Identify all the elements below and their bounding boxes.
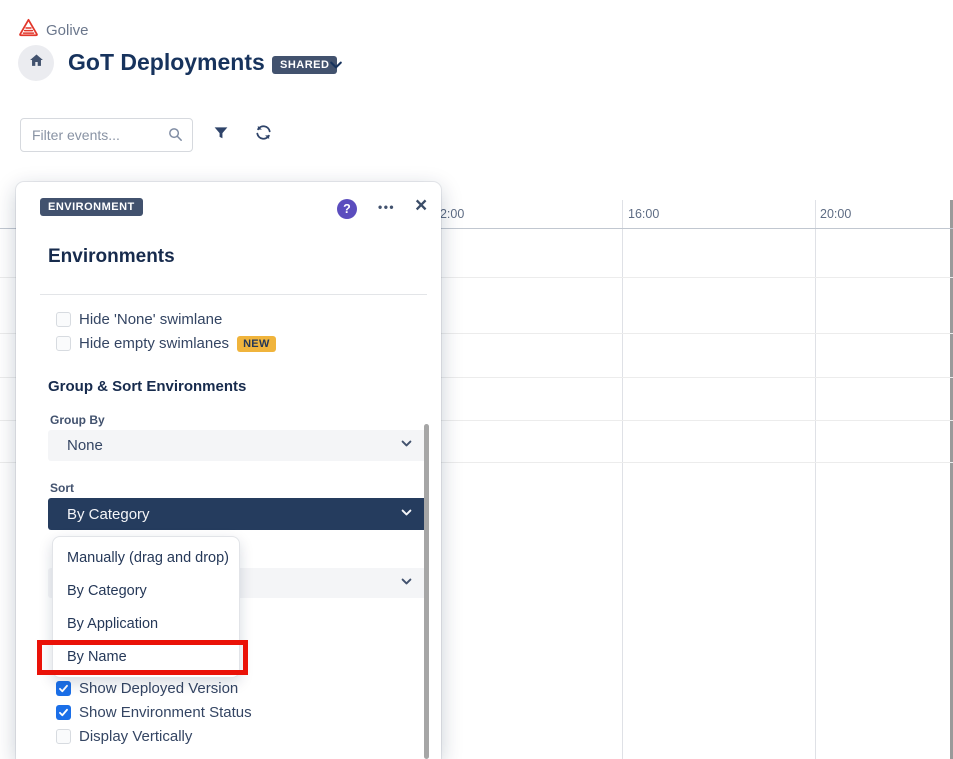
time-label: 20:00 [820,207,852,221]
golive-logo-icon [18,17,39,43]
timeline-header-border [0,228,953,229]
checkbox-show-environment-status[interactable]: Show Environment Status [56,704,252,721]
refresh-button[interactable] [250,121,276,147]
sort-select[interactable]: By Category [48,498,427,530]
golive-brand-link[interactable]: Golive [18,17,89,43]
filter-events-field [20,118,193,152]
timeline-column-line [622,200,623,759]
environment-type-badge: ENVIRONMENT [40,198,143,216]
timeline-row-line [0,377,953,378]
checkbox-unchecked[interactable] [56,312,71,327]
help-icon[interactable]: ? [337,199,357,219]
timeline-row-line [0,420,953,421]
sort-dropdown-menu: Manually (drag and drop) By Category By … [52,536,240,678]
chevron-down-icon [400,575,413,592]
filter-funnel-icon [212,124,230,145]
checkbox-label: Show Environment Status [79,704,252,721]
filter-button[interactable] [208,121,234,147]
new-badge: NEW [237,336,276,352]
checkbox-show-deployed-version[interactable]: Show Deployed Version [56,680,238,697]
checkbox-display-vertically[interactable]: Display Vertically [56,728,192,745]
filter-events-input[interactable] [20,118,193,152]
divider [40,294,427,295]
checkbox-label: Display Vertically [79,728,193,745]
chevron-down-icon [400,437,413,454]
checkbox-label: Hide 'None' swimlane [79,311,223,328]
checkbox-label: Hide empty swimlanes NEW [79,335,276,352]
group-by-select[interactable]: None [48,430,427,461]
menu-item-by-category[interactable]: By Category [67,582,147,599]
home-icon [28,52,45,74]
timeline-column-line [815,200,816,759]
checkbox-hide-empty-swimlanes[interactable]: Hide empty swimlanes NEW [56,335,276,352]
checkbox-checked[interactable] [56,681,71,696]
menu-item-by-name[interactable]: By Name [67,648,127,665]
page-title: GoT Deployments [68,49,265,75]
checkbox-label: Show Deployed Version [79,680,239,697]
checkbox-hide-none-swimlane[interactable]: Hide 'None' swimlane [56,311,222,328]
time-label: 16:00 [628,207,660,221]
title-chevron-down-icon[interactable] [328,57,344,78]
group-by-value: None [67,437,103,454]
sort-value: By Category [67,505,150,523]
timeline-row-line [0,333,953,334]
checkbox-checked[interactable] [56,705,71,720]
timeline-right-scrollbar[interactable] [950,200,953,759]
sort-label: Sort [50,481,74,495]
chevron-down-icon [400,506,413,523]
close-icon[interactable]: × [415,194,428,217]
brand-name: Golive [46,21,89,39]
section-title-group-sort: Group & Sort Environments [48,378,247,395]
more-options-icon[interactable]: ••• [378,200,396,214]
search-icon [167,126,184,148]
menu-item-by-application[interactable]: By Application [67,615,159,632]
home-button[interactable] [18,45,54,81]
panel-title: Environments [48,246,175,267]
checkbox-unchecked[interactable] [56,336,71,351]
panel-scrollbar-thumb[interactable] [424,424,429,759]
environments-settings-panel: ENVIRONMENT ? ••• × Environments Hide 'N… [16,182,441,759]
refresh-icon [254,123,273,145]
menu-item-manually[interactable]: Manually (drag and drop) [67,549,230,566]
timeline-row-line [0,277,953,278]
checkbox-unchecked[interactable] [56,729,71,744]
group-by-label: Group By [50,413,105,427]
timeline-row-line [0,462,953,463]
shared-badge: SHARED [272,56,338,74]
